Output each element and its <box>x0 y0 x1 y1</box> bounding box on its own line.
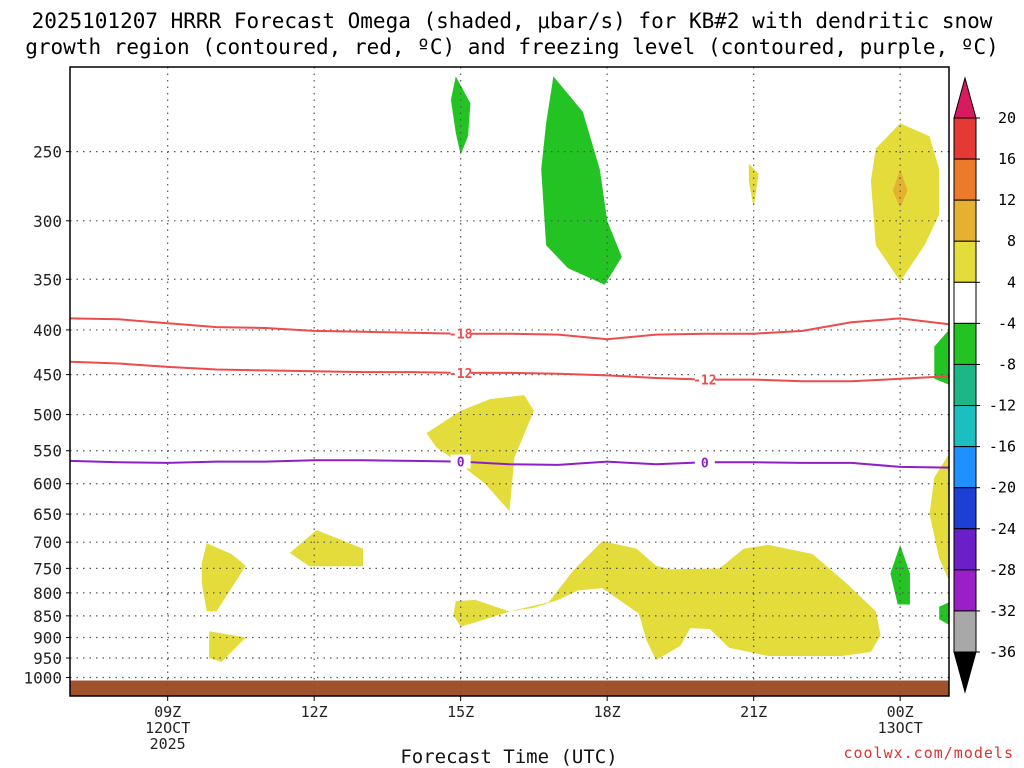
credit-link[interactable]: coolwx.com/models <box>843 744 1014 762</box>
contour-label: 0 <box>701 456 709 471</box>
colorbar-label: 8 <box>1007 232 1016 250</box>
contour-label-bg <box>450 326 471 341</box>
x-tick-label: 09Z <box>154 703 181 721</box>
x-tick-label: 13OCT <box>878 719 923 737</box>
colorbar-label: -8 <box>998 355 1016 373</box>
y-tick-label: 450 <box>33 366 62 385</box>
omega-area <box>870 123 940 282</box>
omega-area <box>289 530 363 567</box>
colorbar-box <box>953 363 977 407</box>
contour-line <box>69 459 950 469</box>
x-axis-label: Forecast Time (UTC) <box>400 746 617 768</box>
y-tick-label: 900 <box>33 629 62 648</box>
colorbar-box <box>953 446 977 489</box>
colorbar-label: -32 <box>989 602 1016 620</box>
omega-area <box>453 599 510 627</box>
colorbar-label: 12 <box>998 191 1016 209</box>
y-tick-label: 400 <box>33 321 62 340</box>
omega-area <box>748 163 759 208</box>
x-tick-label: 12OCT <box>145 719 190 737</box>
colorbar-box <box>953 117 977 160</box>
contour-label-bg <box>694 455 715 470</box>
colorbar-label: -16 <box>989 438 1016 456</box>
omega-area <box>209 631 246 662</box>
colorbar: 20 16 12 8 4 -4 -8 -12 -16 -20 -24 -28 -32 -36 <box>953 76 1016 694</box>
omega-area <box>892 169 908 208</box>
colorbar-top-triangle <box>953 76 977 119</box>
omega-area <box>426 395 534 512</box>
colorbar-label: 20 <box>998 109 1016 127</box>
colorbar-box <box>953 281 977 324</box>
contour-label-bg <box>694 372 715 387</box>
x-tick-label: 2025 <box>150 735 186 753</box>
colorbar-box <box>953 158 977 201</box>
contour-label: -18 <box>449 328 473 343</box>
y-tick-label: 250 <box>33 143 62 162</box>
x-tick-label: 12Z <box>301 703 328 721</box>
omega-area <box>509 541 881 660</box>
omega-area <box>450 76 471 155</box>
contour-label: -12 <box>449 367 472 382</box>
chart-title-line2: growth region (contoured, red, ºC) and f… <box>25 35 999 59</box>
colorbar-label: 4 <box>1007 273 1016 291</box>
contour-label-bg <box>450 365 471 380</box>
omega-area <box>934 329 949 385</box>
colorbar-box <box>953 528 977 571</box>
colorbar-label: -28 <box>989 561 1016 579</box>
colorbar-box <box>953 322 977 365</box>
colorbar-bottom-triangle <box>953 651 977 694</box>
y-tick-label: 1000 <box>23 668 62 687</box>
colorbar-label: 16 <box>998 150 1016 168</box>
colorbar-box <box>953 610 977 653</box>
colorbar-label: -12 <box>989 397 1016 415</box>
contour-line <box>69 317 950 341</box>
x-tick-label: 00Z <box>887 703 914 721</box>
contour-label: 0 <box>457 456 465 471</box>
colorbar-label: -4 <box>998 314 1016 332</box>
y-tick-label: 600 <box>33 475 62 494</box>
plot-frame <box>69 66 950 697</box>
colorbar-box <box>953 405 977 448</box>
omega-area <box>929 454 949 581</box>
y-tick-label: 650 <box>33 505 62 524</box>
y-tick-label: 500 <box>33 406 62 425</box>
y-tick-label: 800 <box>33 584 62 603</box>
colorbar-box <box>953 240 977 283</box>
contour-label: -12 <box>693 374 716 389</box>
x-tick-label: 15Z <box>447 703 474 721</box>
chart-title-line1: 2025101207 HRRR Forecast Omega (shaded, … <box>31 9 993 33</box>
y-tick-label: 950 <box>33 649 62 668</box>
y-tick-label: 300 <box>33 212 62 231</box>
colorbar-label: -36 <box>989 643 1016 661</box>
colorbar-label: -24 <box>989 520 1016 538</box>
colorbar-label: -20 <box>989 479 1016 497</box>
terrain-ground <box>70 680 949 696</box>
y-tick-label: 850 <box>33 607 62 626</box>
y-tick-label: 550 <box>33 442 62 461</box>
omega-area <box>541 76 622 285</box>
omega-area <box>939 602 949 625</box>
x-tick-label: 21Z <box>740 703 767 721</box>
colorbar-box <box>953 569 977 612</box>
y-tick-label: 700 <box>33 533 62 552</box>
y-tick-label: 350 <box>33 270 62 289</box>
y-axis: 250 300 350 400 450 500 550 600 650 700 750 800 850 9… <box>23 143 70 687</box>
colorbar-box <box>953 199 977 242</box>
plot-area: -18 -12 -12 0 0 <box>69 66 950 697</box>
colorbar-box <box>953 487 977 530</box>
contour-line <box>69 360 950 383</box>
omega-area <box>201 543 246 612</box>
x-tick-label: 18Z <box>594 703 621 721</box>
y-tick-label: 750 <box>33 559 62 578</box>
contour-label-bg <box>450 454 471 469</box>
